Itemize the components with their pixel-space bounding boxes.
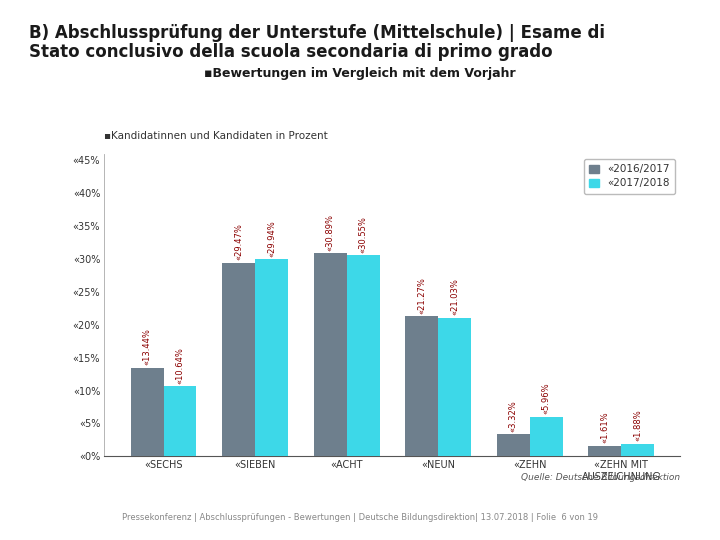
Bar xyxy=(621,444,654,456)
Bar xyxy=(314,253,346,456)
Text: «1.61%: «1.61% xyxy=(600,411,609,443)
Bar xyxy=(588,446,621,456)
Text: «29.94%: «29.94% xyxy=(267,220,276,257)
Bar xyxy=(497,435,530,456)
Text: Pressekonferenz | Abschlussprüfungen - Bewertungen | Deutsche Bildungsdirektion|: Pressekonferenz | Abschlussprüfungen - B… xyxy=(122,513,598,522)
Text: ▪Kandidatinnen und Kandidaten in Prozent: ▪Kandidatinnen und Kandidaten in Prozent xyxy=(104,131,328,141)
Text: «30.89%: «30.89% xyxy=(325,214,335,251)
Bar xyxy=(222,262,255,456)
Text: «21.03%: «21.03% xyxy=(450,279,459,315)
Text: «10.64%: «10.64% xyxy=(176,347,184,384)
Text: «3.32%: «3.32% xyxy=(509,400,518,432)
Text: ▪Bewertungen im Vergleich mit dem Vorjahr: ▪Bewertungen im Vergleich mit dem Vorjah… xyxy=(204,67,516,80)
Bar xyxy=(438,318,471,456)
Bar xyxy=(346,255,379,456)
Bar xyxy=(130,368,163,456)
Text: «1.88%: «1.88% xyxy=(634,409,642,441)
Legend: «2016/2017, «2017/2018: «2016/2017, «2017/2018 xyxy=(583,159,675,194)
Text: Stato conclusivo della scuola secondaria di primo grado: Stato conclusivo della scuola secondaria… xyxy=(29,43,552,61)
Bar xyxy=(405,316,438,456)
Text: B) Abschlussprüfung der Unterstufe (Mittelschule) | Esame di: B) Abschlussprüfung der Unterstufe (Mitt… xyxy=(29,24,605,42)
Text: Quelle: Deutsche Bildungsdirektion: Quelle: Deutsche Bildungsdirektion xyxy=(521,472,680,482)
Bar xyxy=(530,417,562,456)
Bar xyxy=(255,260,288,456)
Text: «13.44%: «13.44% xyxy=(143,328,151,366)
Bar xyxy=(163,386,197,456)
Text: «5.96%: «5.96% xyxy=(541,383,551,415)
Text: «29.47%: «29.47% xyxy=(234,223,243,260)
Text: «30.55%: «30.55% xyxy=(359,216,368,253)
Text: «21.27%: «21.27% xyxy=(417,277,426,314)
